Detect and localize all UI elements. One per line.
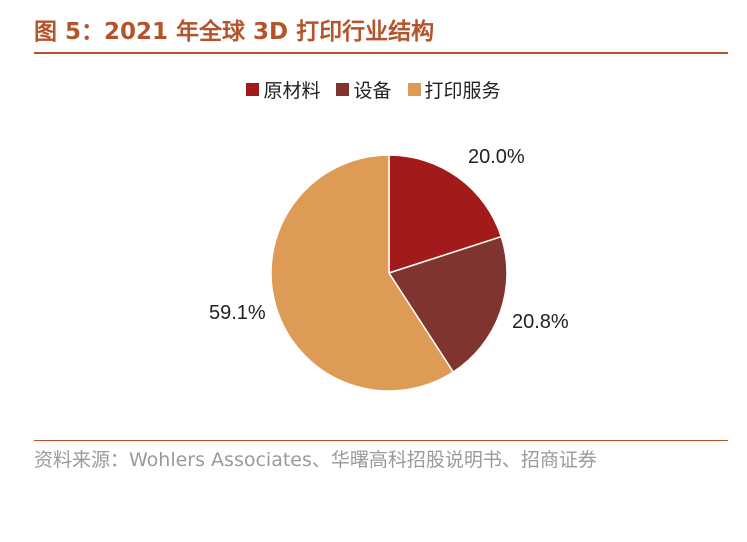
figure-title: 图 5：2021 年全球 3D 打印行业结构	[34, 19, 435, 45]
pie-slice-printing-services	[270, 154, 455, 392]
legend-label-raw-materials: 原材料	[263, 80, 321, 102]
legend-item-equipment: 设备	[336, 76, 392, 103]
pie-slice-equipment	[387, 235, 508, 374]
legend-label-equipment: 设备	[353, 80, 392, 102]
source-divider	[34, 440, 728, 441]
data-label-printing-services: 59.1%	[209, 302, 266, 324]
title-divider	[34, 52, 728, 54]
legend-swatch-printing-services	[407, 83, 421, 96]
data-label-equipment: 20.8%	[512, 311, 569, 333]
legend-item-raw-materials: 原材料	[246, 76, 320, 103]
legend-swatch-equipment	[336, 83, 350, 96]
chart-legend: 原材料 设备 打印服务	[0, 76, 747, 103]
legend-item-printing-services: 打印服务	[407, 76, 501, 103]
pie-slice-raw-materials	[388, 154, 503, 275]
legend-swatch-raw-materials	[246, 83, 260, 96]
data-label-raw-materials: 20.0%	[468, 146, 525, 168]
source-note: 资料来源：Wohlers Associates、华曙高科招股说明书、招商证券	[34, 449, 597, 471]
legend-label-printing-services: 打印服务	[424, 80, 501, 102]
